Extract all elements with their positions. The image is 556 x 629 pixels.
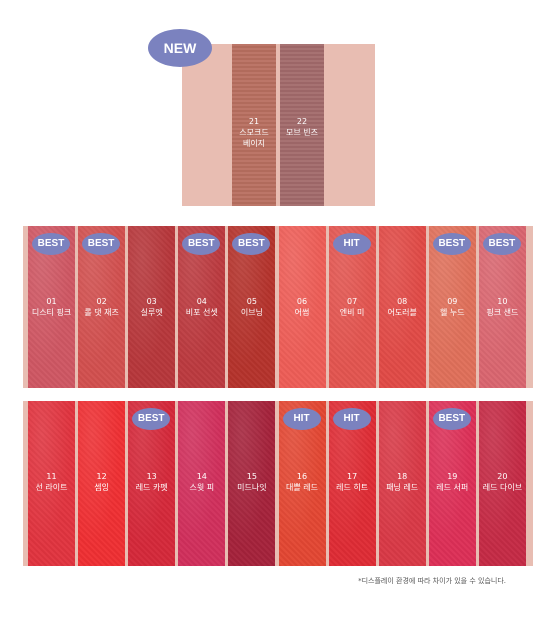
shade-number: 18 xyxy=(397,472,408,481)
shade-swatch: BEST 13 레드 카펫 xyxy=(128,401,176,566)
shade-swatch: BEST 04 비포 선셋 xyxy=(178,226,226,388)
shade-badge: BEST xyxy=(432,408,471,430)
shade-number: 10 xyxy=(497,297,508,306)
shade-number: 04 xyxy=(196,297,207,306)
shade-swatch: 12 셈잉 xyxy=(78,401,126,566)
shade-number: 22 xyxy=(296,117,308,126)
shade-name: 선 라이트 xyxy=(35,483,68,492)
shade-number: 06 xyxy=(296,297,308,306)
shade-number: 02 xyxy=(96,297,107,306)
shade-number: 08 xyxy=(397,297,408,306)
shade-name: 디스티 핑크 xyxy=(31,308,72,317)
shade-name: 셈잉 xyxy=(94,483,109,492)
shade-swatch: HIT 17 레드 히트 xyxy=(328,401,376,566)
shade-swatch: 06 어썸 xyxy=(278,226,326,388)
shade-number: 15 xyxy=(246,472,257,481)
shade-swatch: 14 스윗 피 xyxy=(178,401,226,566)
shade-name: 롤 댓 재즈 xyxy=(84,308,119,317)
shade-name: 대쁠 레드 xyxy=(286,483,318,492)
shade-name: 레드 서퍼 xyxy=(436,483,469,492)
shade-name: 레드 히트 xyxy=(336,483,369,492)
new-badge: NEW xyxy=(148,29,212,67)
shade-badge: HIT xyxy=(332,233,371,255)
shade-swatch: BEST 01 디스티 핑크 xyxy=(28,226,75,388)
shade-name-line2: 베이지 xyxy=(242,139,266,148)
shade-name: 미드나잇 xyxy=(237,483,267,492)
shade-badge: BEST xyxy=(482,233,521,255)
shade-name: 스윗 피 xyxy=(189,483,215,492)
shade-name: 헬 누드 xyxy=(439,308,465,317)
shade-name: 어도러블 xyxy=(387,308,417,317)
shade-swatch: 15 미드나잇 xyxy=(228,401,276,566)
shade-swatch: 11 선 라이트 xyxy=(28,401,75,566)
shade-number: 12 xyxy=(96,472,107,481)
shade-badge: BEST xyxy=(232,233,271,255)
shade-swatch: BEST 02 롤 댓 재즈 xyxy=(78,226,126,388)
shade-name: 레드 카펫 xyxy=(135,483,168,492)
shade-name: 실루엣 xyxy=(140,308,163,317)
shade-number: 21 xyxy=(248,117,260,126)
shade-name: 스모크드 xyxy=(239,128,269,137)
shade-number: 11 xyxy=(46,472,57,481)
shade-badge: BEST xyxy=(132,408,171,430)
shade-name: 핑크 샌드 xyxy=(486,308,519,317)
shade-number: 07 xyxy=(347,297,358,306)
shade-badge: BEST xyxy=(82,233,121,255)
shade-name: 패닝 레드 xyxy=(386,483,419,492)
shade-swatch: BEST 05 이브닝 xyxy=(228,226,276,388)
shade-name: 엔비 미 xyxy=(339,308,365,317)
shade-number: 13 xyxy=(146,472,157,481)
shade-name: 이브닝 xyxy=(240,308,263,317)
shade-swatch: 18 패닝 레드 xyxy=(378,401,426,566)
shade-number: 20 xyxy=(497,472,508,481)
shade-number: 01 xyxy=(46,297,57,306)
shade-number: 16 xyxy=(296,472,308,481)
shade-name: 모브 빈즈 xyxy=(286,128,318,137)
shade-swatch: 03 실루엣 xyxy=(128,226,176,388)
shade-row-1: BEST 01 디스티 핑크 BEST 02 롤 댓 재즈 03 실루엣 BEST 04 비포 선셋… xyxy=(23,226,533,388)
shade-badge: BEST xyxy=(182,233,221,255)
shade-number: 03 xyxy=(146,297,157,306)
shade-swatch: BEST 19 레드 서퍼 xyxy=(428,401,476,566)
shade-number: 17 xyxy=(347,472,358,481)
shade-badge: BEST xyxy=(432,233,471,255)
shade-name: 비포 선셋 xyxy=(185,308,218,317)
shade-swatch: BEST 10 핑크 샌드 xyxy=(478,226,526,388)
shade-number: 14 xyxy=(196,472,207,481)
display-note: *디스플레이 환경에 따라 차이가 있을 수 있습니다. xyxy=(358,577,506,585)
shade-row-2: 11 선 라이트 12 셈잉 BEST 13 레드 카펫 14 스윗 피 15 미드나잇 HIT 16 대… xyxy=(23,401,533,566)
shade-name: 레드 다이브 xyxy=(482,483,523,492)
shade-badge: BEST xyxy=(32,233,70,255)
shade-name: 어썸 xyxy=(294,308,310,317)
shade-swatch: BEST 09 헬 누드 xyxy=(428,226,476,388)
shade-swatch: HIT 16 대쁠 레드 xyxy=(278,401,326,566)
shade-number: 05 xyxy=(246,297,257,306)
shade-swatch: 22 모브 빈즈 xyxy=(280,44,324,206)
shade-swatch: HIT 07 엔비 미 xyxy=(328,226,376,388)
shade-badge: HIT xyxy=(332,408,371,430)
shade-number: 09 xyxy=(447,297,458,306)
shade-number: 19 xyxy=(447,472,458,481)
shade-badge: HIT xyxy=(282,408,321,430)
shade-swatch: 20 레드 다이브 xyxy=(478,401,526,566)
shade-swatch: 08 어도러블 xyxy=(378,226,426,388)
